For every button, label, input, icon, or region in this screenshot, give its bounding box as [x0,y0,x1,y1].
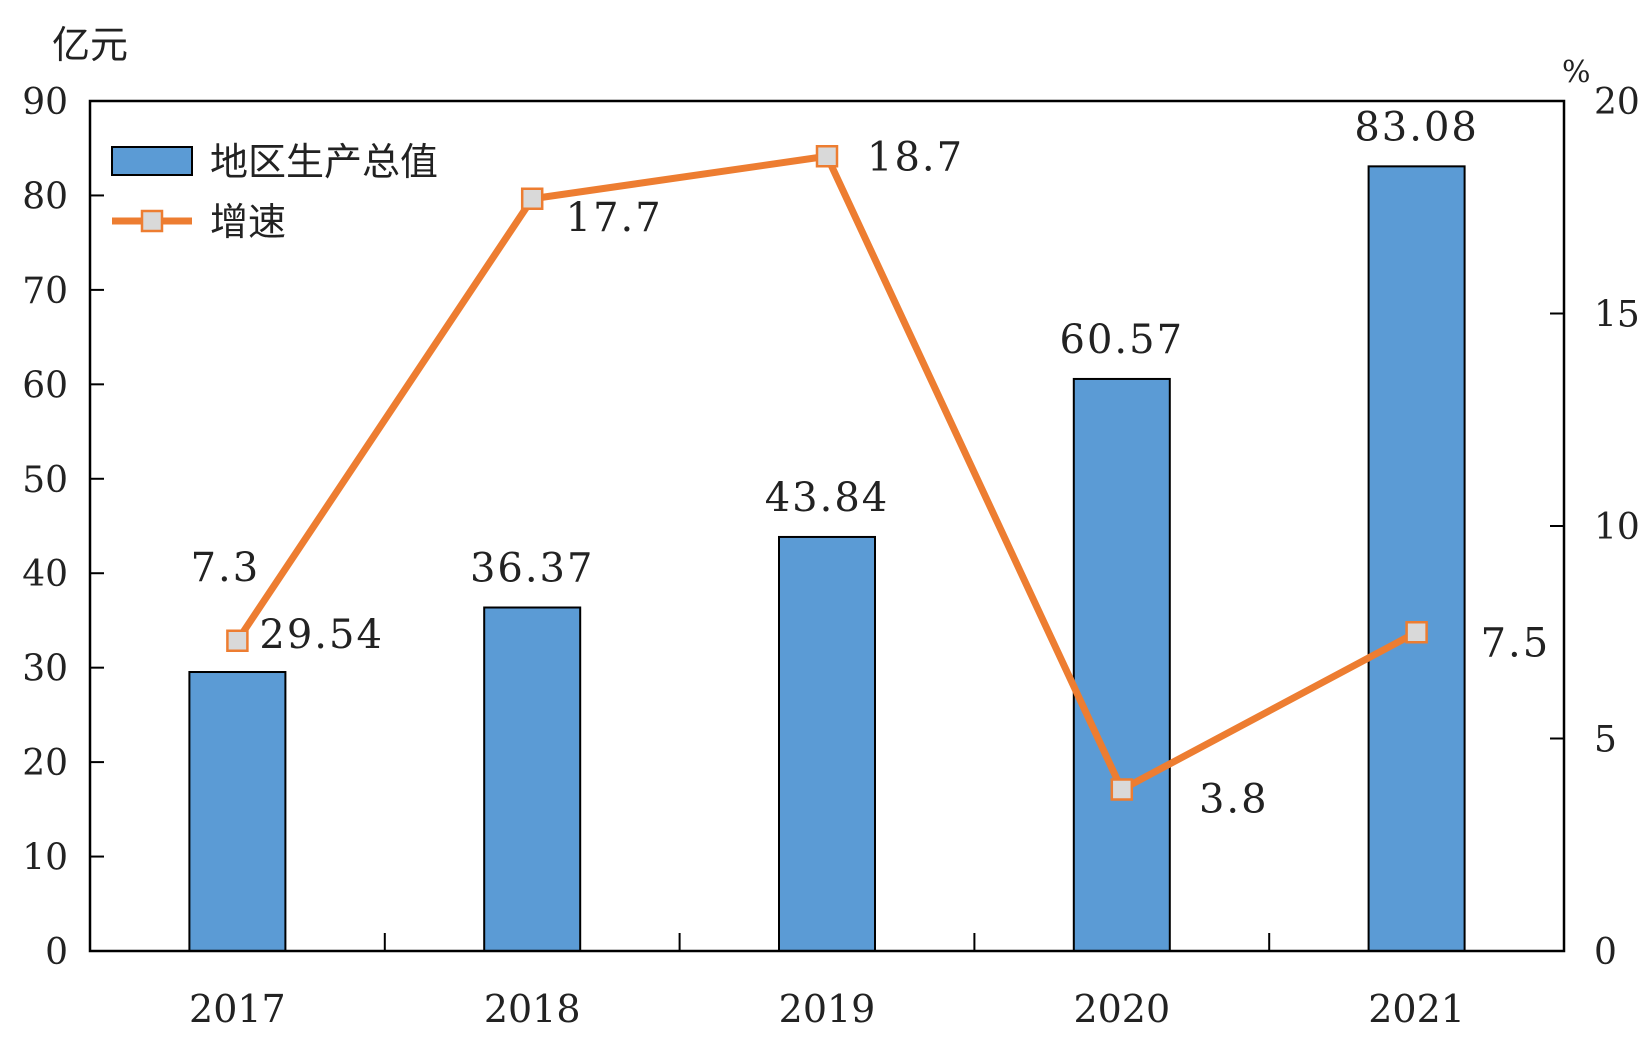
x-axis-label: 2019 [779,987,876,1031]
growth-marker-2017 [226,629,249,652]
bar-series [188,165,1466,953]
bar-value-label: 60.57 [1060,317,1185,363]
left-axis-tick-label: 80 [22,176,68,217]
right-axis-unit: % [1562,55,1591,90]
legend-marker-growth [140,209,164,233]
right-axis-tick-label: 20 [1594,82,1640,123]
left-axis-tick-label: 50 [22,460,68,501]
growth-value-label: 18.7 [867,134,964,180]
right-axis-ticks: 0 5 10 15 20 [1550,82,1640,973]
x-axis-label: 2021 [1368,987,1465,1031]
growth-marker-2018 [520,187,544,210]
bar-value-label: 36.37 [470,546,595,592]
bar-gdp-2019 [778,535,876,952]
bar-gdp-2020 [1072,377,1171,952]
growth-marker-2020 [1110,778,1134,801]
bar-value-label: 83.08 [1354,104,1479,150]
right-axis-tick-label: 15 [1594,295,1640,336]
legend-label-gdp: 地区生产总值 [210,140,438,184]
growth-marker-2021 [1405,621,1428,644]
growth-value-label: 7.5 [1481,620,1551,666]
left-axis-tick-label: 40 [22,554,68,595]
bar-gdp-2017 [188,671,287,952]
left-axis-tick-label: 0 [45,932,68,973]
plot-frame [88,99,1566,953]
bar-value-label: 43.84 [765,475,890,521]
left-axis-unit: 亿元 [52,23,128,67]
left-axis-tick-label: 10 [22,838,68,879]
left-axis-tick-label: 70 [22,271,68,312]
growth-value-label: 17.7 [566,195,663,241]
x-axis-label: 2017 [189,987,286,1031]
bar-value-label: 29.54 [259,612,384,658]
legend-label-growth: 增速 [210,200,286,244]
x-axis-label: 2018 [484,987,581,1031]
left-axis-ticks: 0 10 20 30 40 50 60 70 80 90 [22,82,104,973]
right-axis-tick-label: 0 [1594,932,1617,973]
x-axis-labels: 2017 2018 2019 2020 2021 [189,987,1465,1031]
x-axis-label: 2020 [1073,987,1170,1031]
growth-value-label: 7.3 [191,545,261,591]
left-axis-tick-label: 20 [22,743,68,784]
right-axis-tick-label: 10 [1594,507,1640,548]
right-axis-tick-label: 5 [1594,720,1617,761]
left-axis-tick-label: 30 [22,649,68,690]
x-axis-ticks [383,933,1271,951]
data-labels: 29.54 36.37 43.84 60.57 83.08 7.3 17.7 18.7 3.8 7… [191,104,1551,823]
left-axis-tick-label: 60 [22,365,68,406]
legend-swatch-gdp [111,146,193,176]
growth-value-label: 3.8 [1199,777,1269,823]
line-series [226,145,1428,801]
bar-gdp-2021 [1367,165,1466,953]
bar-gdp-2018 [483,606,582,952]
legend: 地区生产总值 增速 [111,140,438,244]
left-axis-tick-label: 90 [22,82,68,123]
growth-marker-2019 [815,145,839,168]
